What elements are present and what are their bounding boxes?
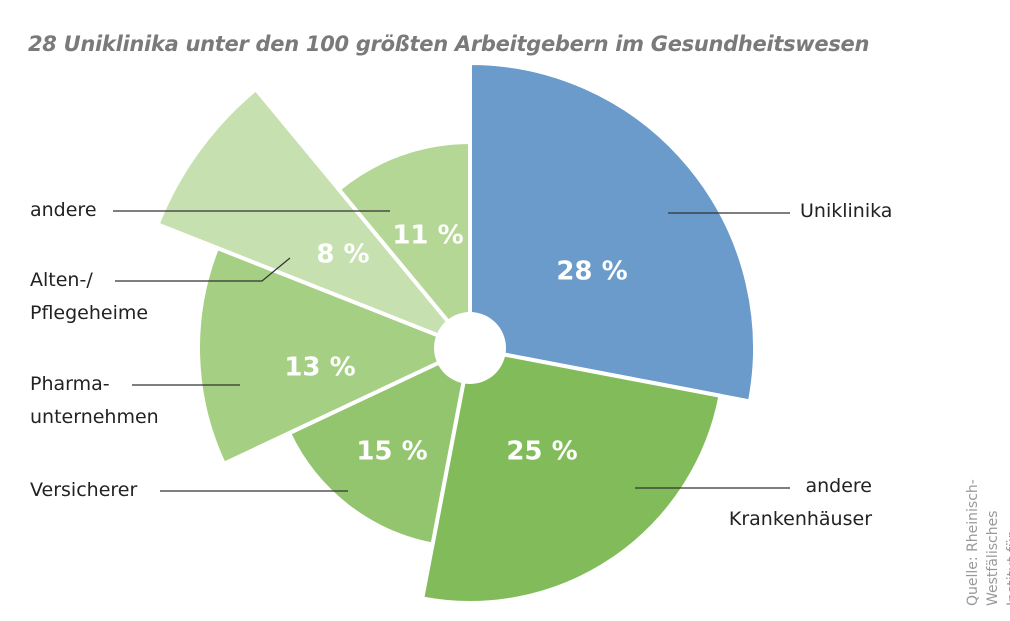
category-label: Versicherer xyxy=(30,479,138,501)
value-label: 13 % xyxy=(284,353,355,383)
slice xyxy=(287,346,472,547)
category-label: Uniklinika xyxy=(800,200,893,222)
center-hole xyxy=(434,312,506,384)
slice xyxy=(336,140,472,350)
value-label: 8 % xyxy=(316,240,369,270)
category-label: Alten-/ Pflegeheime xyxy=(30,269,149,324)
value-label: 25 % xyxy=(506,437,577,467)
value-label: 15 % xyxy=(356,437,427,467)
leader-lines xyxy=(113,210,790,492)
slice xyxy=(196,245,472,466)
slice xyxy=(468,61,757,404)
value-label: 11 % xyxy=(392,221,463,251)
chart-title: 28 Uniklinika unter den 100 größten Arbe… xyxy=(28,32,870,56)
slice xyxy=(155,87,472,350)
source-note: Quelle: Rheinisch-Westfälisches Institut… xyxy=(965,479,1010,606)
slice xyxy=(420,346,723,605)
category-label: andere Krankenhäuser xyxy=(728,475,872,530)
leader-line xyxy=(115,257,291,282)
category-label: andere xyxy=(30,199,97,221)
value-label: 28 % xyxy=(556,257,627,287)
slices xyxy=(155,61,757,605)
category-label: Pharma- unternehmen xyxy=(30,373,159,428)
